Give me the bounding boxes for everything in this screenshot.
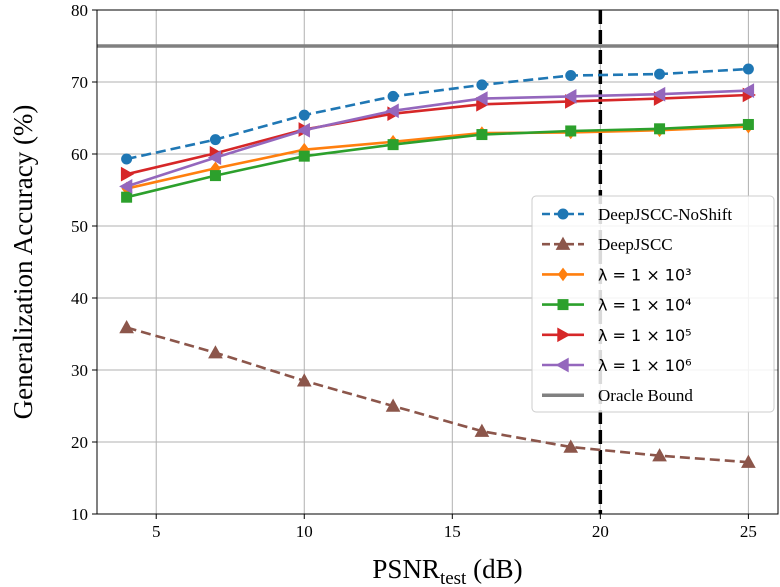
y-tick-label: 20 — [71, 433, 88, 452]
series-line — [126, 67, 749, 161]
data-point — [385, 398, 401, 412]
x-axis-title: PSNRtest (dB) — [372, 554, 522, 587]
data-point — [476, 129, 488, 141]
legend-entry: λ = 1 × 10⁵ — [542, 326, 692, 345]
data-point — [742, 118, 754, 130]
data-point — [296, 373, 312, 387]
y-tick-label: 50 — [71, 217, 88, 236]
data-point — [476, 79, 488, 91]
data-point — [387, 90, 399, 102]
legend-marker — [557, 267, 569, 282]
legend-marker — [557, 208, 569, 220]
data-point — [474, 91, 488, 106]
series-line — [126, 93, 749, 176]
legend-label: λ = 1 × 10³ — [598, 265, 692, 284]
data-point — [296, 122, 310, 138]
data-point — [563, 439, 579, 453]
data-point — [565, 70, 577, 82]
data-point — [385, 103, 399, 119]
series-line — [126, 125, 749, 190]
x-axis-title-unit: (dB) — [466, 554, 522, 584]
data-point — [474, 423, 490, 437]
series — [119, 63, 756, 468]
legend-marker — [557, 299, 569, 311]
y-tick-label: 80 — [71, 1, 88, 20]
data-point — [209, 134, 221, 146]
legend-box — [531, 195, 775, 413]
legend-entry: λ = 1 × 10³ — [542, 265, 692, 284]
legend-label: λ = 1 × 10⁵ — [598, 326, 692, 345]
legend-label: Oracle Bound — [598, 386, 693, 405]
legend-entry: DeepJSCC-NoShift — [542, 205, 732, 224]
x-tick-label: 10 — [296, 522, 313, 541]
data-point — [207, 150, 222, 165]
data-point — [119, 179, 133, 194]
legend-entry: Oracle Bound — [542, 386, 693, 405]
legend-label: DeepJSCC-NoShift — [598, 205, 732, 224]
x-tick-label: 15 — [444, 522, 461, 541]
y-axis-title: Generalization Accuracy (%) — [8, 105, 38, 420]
y-tick-label: 60 — [71, 145, 88, 164]
data-point — [121, 191, 133, 203]
series-3 — [121, 118, 754, 203]
legend-label: λ = 1 × 10⁶ — [598, 356, 692, 375]
legend-entry: λ = 1 × 10⁶ — [542, 356, 692, 375]
legend-label: DeepJSCC — [598, 235, 673, 254]
data-point — [298, 109, 310, 121]
data-point — [742, 63, 754, 75]
data-point — [652, 86, 666, 102]
data-point — [209, 170, 221, 182]
data-point — [654, 68, 666, 80]
y-tick-label: 30 — [71, 361, 88, 380]
x-tick-label: 20 — [592, 522, 609, 541]
series-line — [126, 89, 749, 188]
data-point — [563, 89, 577, 104]
legend-entry: λ = 1 × 10⁴ — [542, 296, 692, 315]
x-tick-label: 25 — [740, 522, 757, 541]
series-1 — [119, 319, 756, 468]
axis-ticks: 5 10 15 20 25 10 20 30 40 50 60 70 80 — [71, 1, 757, 541]
series-0 — [121, 63, 754, 165]
legend: DeepJSCC-NoShift DeepJSCC λ = 1 × 10³ λ = 1… — [531, 195, 775, 413]
legend-marker — [555, 357, 569, 373]
y-tick-label: 40 — [71, 289, 88, 308]
x-tick-label: 5 — [152, 522, 161, 541]
series-line — [126, 326, 749, 464]
legend-label: λ = 1 × 10⁴ — [598, 296, 692, 315]
data-point — [119, 319, 134, 334]
series-line — [126, 123, 749, 199]
data-point — [565, 125, 577, 137]
data-point — [121, 153, 133, 165]
y-tick-label: 70 — [71, 73, 88, 92]
data-point — [652, 448, 667, 462]
legend-marker — [557, 327, 571, 343]
data-point — [741, 454, 756, 468]
data-point — [298, 150, 310, 162]
x-axis-title-main: PSNR — [372, 554, 440, 584]
x-axis-title-sub: test — [440, 568, 467, 587]
data-point — [120, 166, 135, 182]
plot-frame — [96, 9, 779, 515]
data-point — [740, 83, 755, 98]
series-5 — [119, 83, 755, 194]
y-tick-label: 10 — [71, 505, 88, 524]
legend-marker — [555, 236, 571, 250]
legend-entry: DeepJSCC — [542, 235, 673, 254]
data-point — [387, 139, 399, 151]
data-point — [208, 345, 223, 359]
data-point — [654, 123, 666, 135]
